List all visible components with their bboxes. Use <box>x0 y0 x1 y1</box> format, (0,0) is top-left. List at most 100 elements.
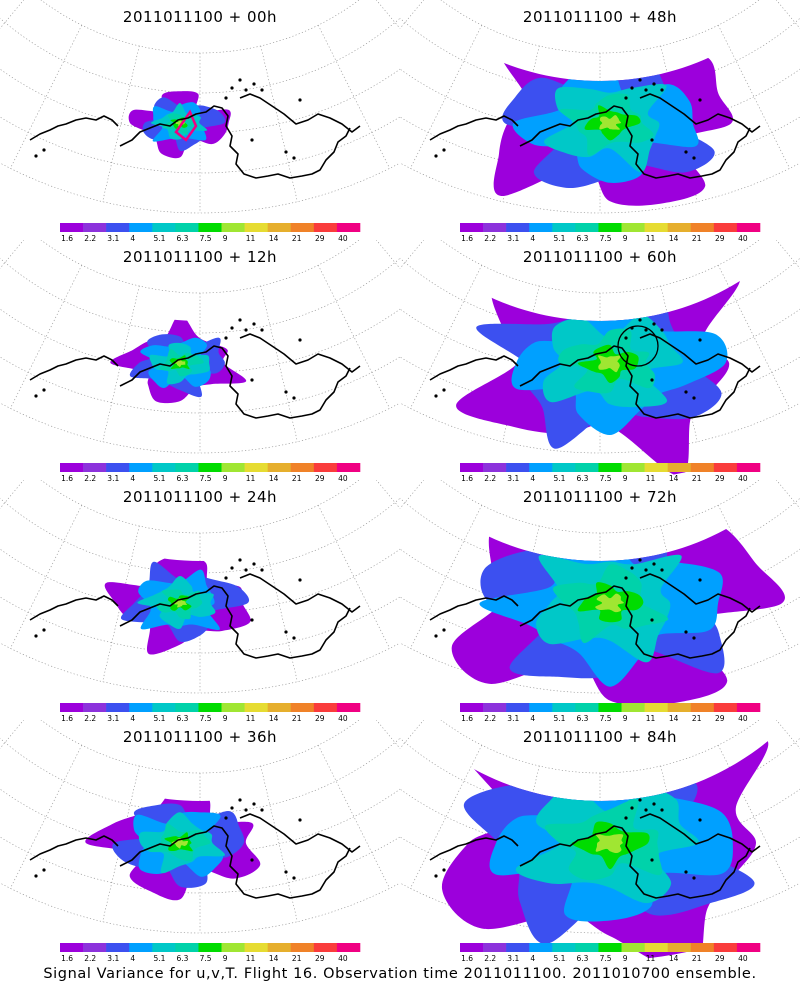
colorbar-label: 6.3 <box>177 474 189 483</box>
colorbar-swatch <box>460 463 484 472</box>
coastline <box>29 318 361 419</box>
colorbar-label: 29 <box>315 234 325 243</box>
colorbar-label: 29 <box>715 474 725 483</box>
graticule <box>0 720 400 934</box>
colorbar-swatch <box>506 223 530 232</box>
colorbar-swatch <box>221 943 245 952</box>
colorbar-swatch <box>713 703 738 712</box>
colorbar-label: 21 <box>292 474 302 483</box>
colorbar-swatch <box>198 943 222 952</box>
colorbar: 1.6 2.2 3.1 4 5.1 6.3 7.5 9 11 14 21 29 40 <box>460 223 761 243</box>
panel-title: 2011011100 + 48h <box>522 8 678 26</box>
colorbar-swatch <box>198 703 222 712</box>
colorbar: 1.6 2.2 3.1 4 5.1 6.3 7.5 9 11 14 21 29 40 <box>60 463 361 483</box>
panel-title: 2011011100 + 36h <box>122 728 278 746</box>
colorbar-label: 9 <box>623 954 628 963</box>
colorbar-label: 9 <box>623 234 628 243</box>
colorbar-label: 7.5 <box>200 954 212 963</box>
colorbar-label: 29 <box>315 954 325 963</box>
colorbar-label: 5.1 <box>553 714 565 723</box>
colorbar-swatch <box>313 703 338 712</box>
forecast-panel: 2011011100 + 36h 1.6 2.2 3.1 4 5.1 6.3 7.5 9 11 14… <box>0 720 400 963</box>
colorbar-label: 3.1 <box>107 714 119 723</box>
colorbar-label: 6.3 <box>177 714 189 723</box>
colorbar-swatch <box>152 463 176 472</box>
colorbar-swatch <box>60 463 84 472</box>
variance-field <box>442 738 769 960</box>
forecast-panel: 2011011100 + 48h 1.6 2.2 3.1 4 5.1 6.3 7.5 9 11 14… <box>400 0 800 243</box>
colorbar-swatch <box>152 223 176 232</box>
colorbar-label: 5.1 <box>553 234 565 243</box>
colorbar-label: 1.6 <box>61 474 73 483</box>
colorbar-label: 9 <box>623 474 628 483</box>
colorbar-label: 9 <box>223 234 228 243</box>
forecast-panel: 2011011100 + 24h 1.6 2.2 3.1 4 5.1 6.3 7.5 9 11 14… <box>0 480 400 723</box>
panel-grid: 2011011100 + 00h 1.6 2.2 3.1 4 5.1 6.3 7.5 9 11 14… <box>0 0 800 963</box>
graticule <box>0 0 400 214</box>
colorbar-label: 1.6 <box>461 474 473 483</box>
colorbar-swatch <box>644 223 668 232</box>
colorbar-swatch <box>129 943 153 952</box>
coastline <box>29 558 361 659</box>
colorbar-swatch <box>483 223 507 232</box>
colorbar-swatch <box>244 943 268 952</box>
colorbar-swatch <box>690 223 715 232</box>
colorbar-label: 4 <box>130 474 135 483</box>
colorbar-label: 14 <box>669 714 679 723</box>
colorbar-label: 40 <box>338 234 348 243</box>
colorbar-label: 11 <box>646 714 656 723</box>
colorbar-label: 40 <box>738 714 748 723</box>
colorbar-swatch <box>506 703 530 712</box>
colorbar-label: 21 <box>692 234 702 243</box>
colorbar-label: 14 <box>669 234 679 243</box>
colorbar-label: 21 <box>692 954 702 963</box>
figure-caption: Signal Variance for u,v,T. Flight 16. Ob… <box>43 966 757 982</box>
colorbar-label: 3.1 <box>507 474 519 483</box>
colorbar-label: 1.6 <box>461 234 473 243</box>
colorbar-label: 11 <box>646 954 656 963</box>
panel-title: 2011011100 + 84h <box>522 728 678 746</box>
coastline <box>29 798 361 899</box>
colorbar-swatch <box>175 223 199 232</box>
colorbar-label: 11 <box>646 234 656 243</box>
colorbar-label: 4 <box>130 714 135 723</box>
colorbar-swatch <box>83 463 107 472</box>
colorbar-label: 21 <box>292 714 302 723</box>
colorbar-swatch <box>529 703 553 712</box>
colorbar-swatch <box>690 703 715 712</box>
colorbar-swatch <box>460 703 484 712</box>
variance-contour <box>598 355 622 373</box>
colorbar-label: 9 <box>223 714 228 723</box>
colorbar-swatch <box>483 943 507 952</box>
colorbar-swatch <box>244 463 268 472</box>
colorbar-label: 7.5 <box>200 234 212 243</box>
colorbar-label: 3.1 <box>107 954 119 963</box>
colorbar-swatch <box>529 943 553 952</box>
colorbar-label: 4 <box>130 234 135 243</box>
forecast-panel: 2011011100 + 00h 1.6 2.2 3.1 4 5.1 6.3 7.5 9 11 14… <box>0 0 400 243</box>
colorbar: 1.6 2.2 3.1 4 5.1 6.3 7.5 9 11 14 21 29 40 <box>460 703 761 723</box>
colorbar-label: 5.1 <box>153 954 165 963</box>
colorbar-swatch <box>336 703 361 712</box>
colorbar-swatch <box>529 223 553 232</box>
colorbar-swatch <box>106 943 130 952</box>
coastline <box>429 78 761 179</box>
colorbar-label: 3.1 <box>107 234 119 243</box>
colorbar-label: 14 <box>269 714 279 723</box>
colorbar-label: 1.6 <box>461 954 473 963</box>
colorbar-swatch <box>175 703 199 712</box>
colorbar-swatch <box>644 703 668 712</box>
colorbar-swatch <box>106 223 130 232</box>
colorbar-swatch <box>198 463 222 472</box>
colorbar-swatch <box>736 223 761 232</box>
variance-contour <box>595 593 624 613</box>
colorbar-label: 6.3 <box>577 234 589 243</box>
colorbar-label: 11 <box>246 714 256 723</box>
forecast-panel: 2011011100 + 60h 1.6 2.2 3.1 4 5.1 6.3 7.5 9 11 14… <box>400 240 800 483</box>
colorbar-label: 7.5 <box>200 714 212 723</box>
colorbar-label: 29 <box>315 714 325 723</box>
colorbar-swatch <box>575 463 599 472</box>
colorbar-label: 3.1 <box>107 474 119 483</box>
colorbar-swatch <box>506 463 530 472</box>
target-circle <box>617 325 659 367</box>
